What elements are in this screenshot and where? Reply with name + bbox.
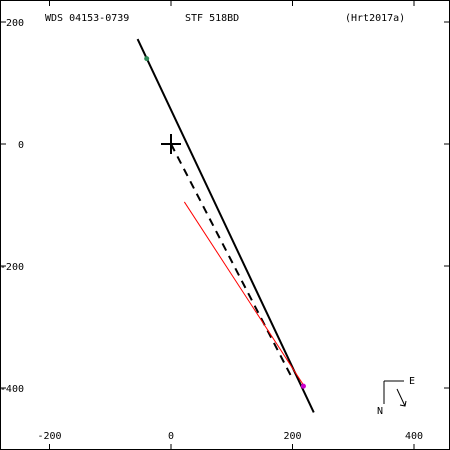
y-tick-label: 200 xyxy=(6,18,24,29)
x-tick-label: -200 xyxy=(37,431,61,442)
orbit-line xyxy=(136,38,315,413)
y-tick-label: 0 xyxy=(18,140,24,151)
header-reference: (Hrt2017a) xyxy=(345,13,405,24)
data-point xyxy=(300,383,306,389)
compass-icon: E N xyxy=(377,376,415,417)
x-tick-label: 400 xyxy=(405,431,423,442)
y-tick-label: -400 xyxy=(0,384,24,395)
compass-north-label: N xyxy=(377,406,383,417)
compass-east-label: E xyxy=(409,376,415,387)
header-discoverer: STF 518BD xyxy=(185,13,239,24)
data-points xyxy=(144,56,306,389)
header-wds: WDS 04153-0739 xyxy=(45,13,129,24)
x-tick-label: 0 xyxy=(168,431,174,442)
data-point xyxy=(144,56,150,62)
x-tick-label: 200 xyxy=(283,431,301,442)
axis-tick-labels: -200 0 200 400 200 0 -200 -400 xyxy=(0,18,423,442)
primary-marker xyxy=(161,134,181,154)
y-tick-label: -200 xyxy=(0,262,24,273)
dashed-line xyxy=(170,143,294,380)
red-line xyxy=(183,201,304,386)
